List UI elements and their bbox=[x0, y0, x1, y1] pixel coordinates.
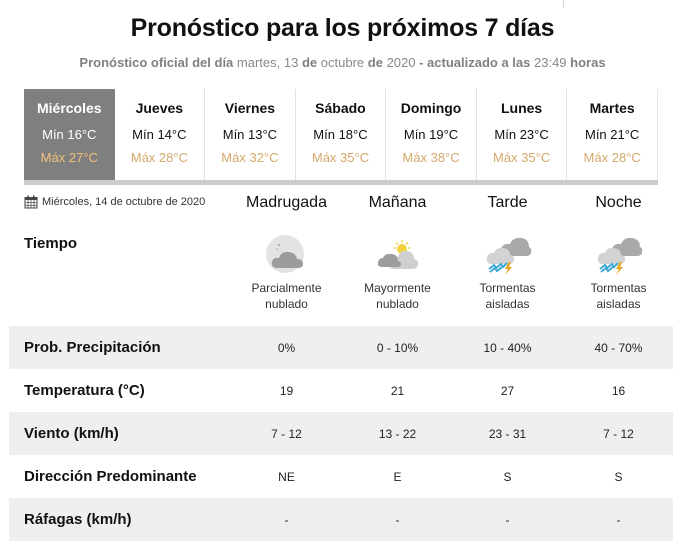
day-min-temp: Mín 14°C bbox=[132, 127, 187, 142]
day-name: Lunes bbox=[500, 100, 543, 116]
period-tarde: Tarde bbox=[487, 194, 528, 211]
subtitle-year: 2020 bbox=[386, 55, 416, 70]
row-label: Viento (km/h) bbox=[24, 425, 119, 442]
tab-jueves[interactable]: Jueves Mín 14°C Máx 28°C bbox=[114, 89, 206, 180]
weather-madrugada: Parcialmente nublado bbox=[231, 232, 342, 312]
day-name: Miércoles bbox=[36, 100, 102, 116]
day-max-temp: Máx 28°C bbox=[583, 150, 641, 165]
row-label: Prob. Precipitación bbox=[24, 339, 161, 356]
row-temperature: Temperatura (°C) 19 21 27 16 bbox=[9, 369, 673, 412]
tab-martes[interactable]: Martes Mín 21°C Máx 28°C bbox=[567, 89, 658, 180]
weather-desc-line2: aisladas bbox=[596, 297, 641, 311]
weather-desc-line2: nublado bbox=[376, 297, 419, 311]
day-min-temp: Mín 21°C bbox=[584, 127, 640, 142]
day-max-temp: Máx 28°C bbox=[130, 150, 188, 165]
subtitle-de: de bbox=[301, 55, 318, 70]
day-min-temp: Mín 13°C bbox=[222, 127, 278, 142]
row-precipitation: Prob. Precipitación 0% 0 - 10% 10 - 40% … bbox=[9, 326, 673, 369]
day-name: Viernes bbox=[224, 100, 276, 116]
tab-viernes[interactable]: Viernes Mín 13°C Máx 32°C bbox=[205, 89, 296, 180]
detail-date: Miércoles, 14 de octubre de 2020 bbox=[24, 195, 205, 209]
day-min-temp: Mín 23°C bbox=[494, 127, 549, 142]
row-value: - bbox=[284, 512, 289, 527]
subtitle-updated: - actualizado a las bbox=[419, 55, 531, 70]
row-value: 40 - 70% bbox=[594, 340, 643, 355]
weather-desc: Mayormente nublado bbox=[342, 280, 453, 312]
day-name: Jueves bbox=[135, 100, 184, 116]
row-value: 16 bbox=[611, 383, 626, 398]
row-value: E bbox=[393, 469, 402, 484]
subtitle-month: octubre bbox=[320, 55, 365, 70]
subtitle-weekday: martes, 13 bbox=[236, 55, 299, 70]
row-value: 10 - 40% bbox=[483, 340, 532, 355]
weather-desc: Parcialmente nublado bbox=[231, 280, 342, 312]
weather-desc-line1: Mayormente bbox=[364, 281, 431, 295]
weather-desc: Tormentas aisladas bbox=[452, 280, 563, 312]
tab-lunes[interactable]: Lunes Mín 23°C Máx 35°C bbox=[476, 89, 568, 180]
row-value: 27 bbox=[500, 383, 515, 398]
row-wind-direction: Dirección Predominante NE E S S bbox=[9, 455, 673, 498]
subtitle-horas: horas bbox=[570, 55, 606, 70]
row-value: S bbox=[503, 469, 512, 484]
day-max-temp: Máx 35°C bbox=[492, 150, 551, 165]
mostly-cloudy-icon bbox=[377, 240, 418, 269]
row-label: Temperatura (°C) bbox=[24, 382, 145, 399]
tab-miercoles[interactable]: Miércoles Mín 16°C Máx 27°C bbox=[24, 89, 115, 180]
day-name: Martes bbox=[589, 100, 635, 116]
subtitle-de: de bbox=[367, 55, 383, 70]
row-value: 7 - 12 bbox=[271, 426, 302, 441]
row-gusts: Ráfagas (km/h) - - - - bbox=[9, 498, 673, 541]
row-value: 0 - 10% bbox=[376, 340, 419, 355]
day-max-temp: Máx 27°C bbox=[40, 150, 98, 165]
period-madrugada: Madrugada bbox=[246, 194, 327, 211]
period-manana: Mañana bbox=[368, 194, 427, 211]
day-max-temp: Máx 32°C bbox=[221, 150, 279, 165]
partly-cloudy-night-icon bbox=[265, 235, 304, 273]
row-value: - bbox=[616, 512, 621, 527]
day-min-temp: Mín 18°C bbox=[313, 127, 368, 142]
row-label: Dirección Predominante bbox=[24, 468, 197, 485]
day-max-temp: Máx 38°C bbox=[402, 150, 460, 165]
weather-desc-line2: aisladas bbox=[485, 297, 530, 311]
subtitle-time: 23:49 bbox=[534, 55, 567, 70]
row-value: - bbox=[395, 512, 400, 527]
page-title: Pronóstico para los próximos 7 días bbox=[130, 14, 555, 42]
row-value: - bbox=[505, 512, 510, 527]
row-value: NE bbox=[278, 469, 295, 484]
weather-desc-line1: Tormentas bbox=[590, 281, 647, 295]
row-value: 7 - 12 bbox=[603, 426, 634, 441]
weather-desc: Tormentas aisladas bbox=[563, 280, 674, 312]
row-value: 21 bbox=[390, 383, 405, 398]
tiempo-label: Tiempo bbox=[24, 235, 78, 252]
row-value: 19 bbox=[279, 383, 294, 398]
page-subtitle: Pronóstico oficial del día martes, 13 de… bbox=[0, 55, 685, 70]
day-tabs: Miércoles Mín 16°C Máx 27°C Jueves Mín 1… bbox=[24, 89, 658, 185]
row-value: 23 - 31 bbox=[488, 426, 527, 441]
day-min-temp: Mín 16°C bbox=[42, 127, 97, 142]
row-value: 0% bbox=[277, 340, 296, 355]
detail-date-text: Miércoles, 14 de octubre de 2020 bbox=[42, 196, 206, 208]
subtitle-prefix: Pronóstico oficial del día bbox=[79, 55, 234, 70]
calendar-icon bbox=[24, 195, 38, 209]
weather-desc-line1: Tormentas bbox=[479, 281, 536, 295]
day-name: Domingo bbox=[400, 100, 462, 116]
tab-sabado[interactable]: Sábado Mín 18°C Máx 35°C bbox=[295, 89, 387, 180]
weather-desc-line1: Parcialmente bbox=[251, 281, 322, 295]
row-wind: Viento (km/h) 7 - 12 13 - 22 23 - 31 7 -… bbox=[9, 412, 673, 455]
isolated-storms-icon bbox=[486, 237, 531, 275]
period-noche: Noche bbox=[595, 194, 642, 211]
tab-domingo[interactable]: Domingo Mín 19°C Máx 38°C bbox=[386, 89, 477, 180]
day-max-temp: Máx 35°C bbox=[311, 150, 370, 165]
row-value: 13 - 22 bbox=[378, 426, 417, 441]
divider-line bbox=[563, 0, 564, 8]
weather-tarde: Tormentas aisladas bbox=[452, 232, 563, 312]
weather-manana: Mayormente nublado bbox=[342, 232, 453, 312]
row-value: S bbox=[614, 469, 623, 484]
row-label: Ráfagas (km/h) bbox=[24, 511, 132, 528]
weather-noche: Tormentas aisladas bbox=[563, 232, 674, 312]
day-name: Sábado bbox=[315, 100, 366, 116]
day-min-temp: Mín 19°C bbox=[403, 127, 459, 142]
isolated-storms-icon bbox=[597, 237, 642, 275]
weather-desc-line2: nublado bbox=[265, 297, 308, 311]
